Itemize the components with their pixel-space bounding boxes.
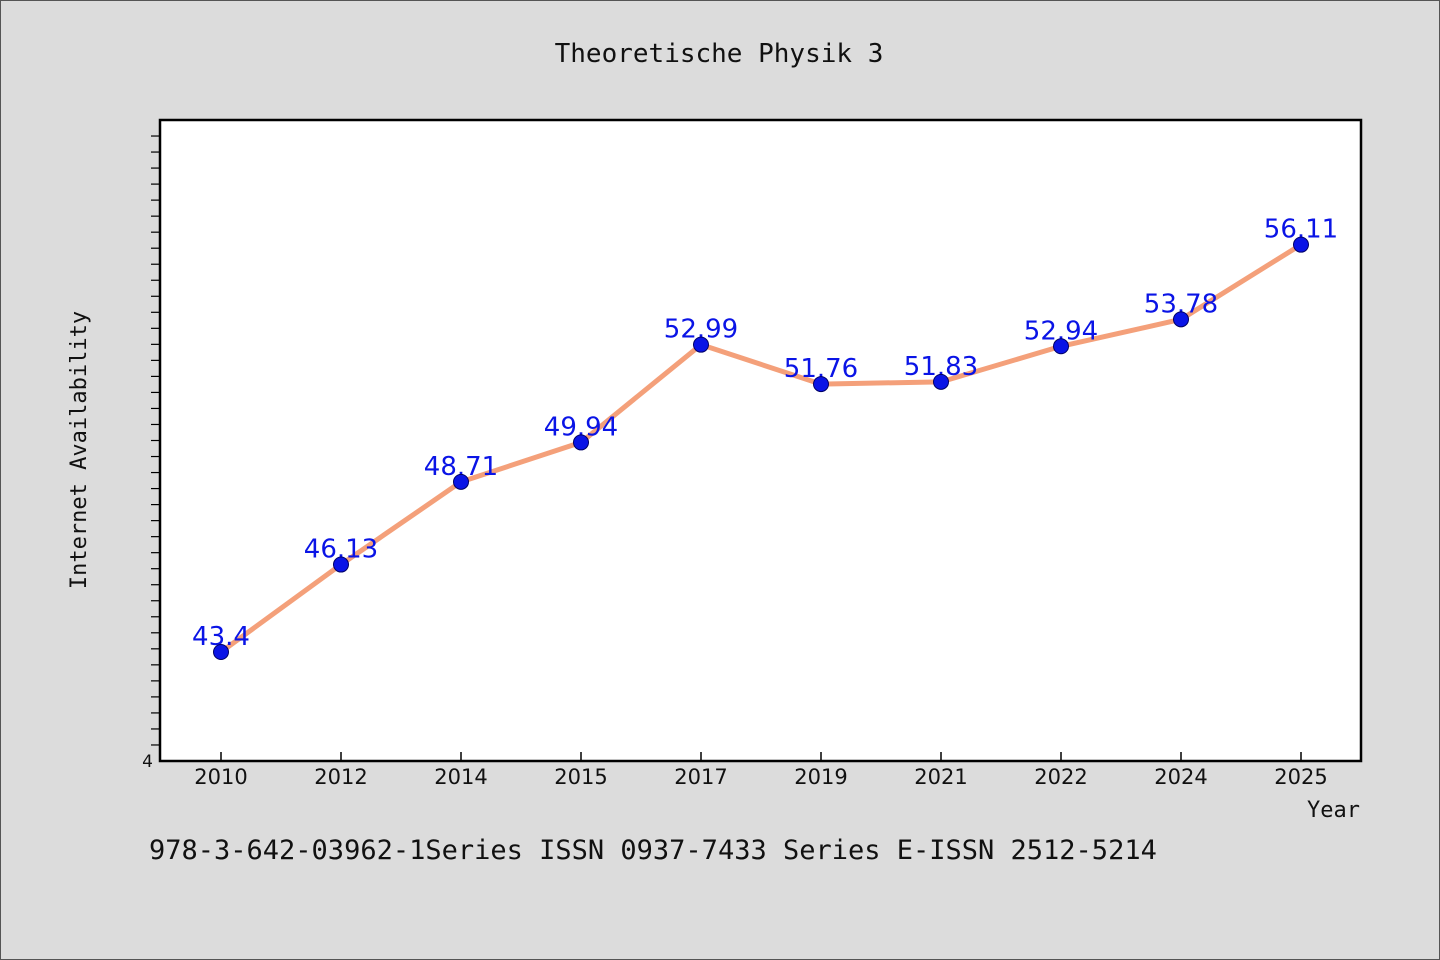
plot-area <box>158 118 1363 763</box>
x-tick-label: 2015 <box>554 765 607 789</box>
data-point-marker <box>453 473 469 490</box>
data-point-marker <box>1053 338 1069 355</box>
chart-title: Theoretische Physik 3 <box>555 39 884 69</box>
x-axis-tick-labels: 2010 2012 2014 2015 2017 2019 2021 2022 2024 2025 <box>194 765 1327 789</box>
x-tick-label: 2024 <box>1154 765 1207 789</box>
y-tick-label: 4 <box>142 752 153 772</box>
x-axis-label: Year <box>1307 798 1360 823</box>
data-point-marker <box>693 336 709 353</box>
data-point-marker <box>333 556 349 573</box>
data-point-marker <box>213 644 229 661</box>
x-tick-label: 2025 <box>1274 765 1327 789</box>
x-axis-ticks <box>220 752 1302 761</box>
x-tick-label: 2014 <box>434 765 487 789</box>
series-line-layer <box>218 242 1304 655</box>
x-tick-label: 2022 <box>1034 765 1087 789</box>
series-line <box>218 242 1304 655</box>
x-tick-label: 2010 <box>194 765 247 789</box>
data-point-marker <box>933 373 949 390</box>
x-tick-label: 2021 <box>914 765 967 789</box>
x-tick-label: 2012 <box>314 765 367 789</box>
x-tick-label: 2017 <box>674 765 727 789</box>
markers-layer <box>213 236 1309 661</box>
data-point-marker <box>813 376 829 393</box>
y-axis-label: Internet Availability <box>67 311 92 589</box>
x-tick-label: 2019 <box>794 765 847 789</box>
data-point-marker <box>1173 311 1189 328</box>
isbn-issn-footnote: 978-3-642-03962-1Series ISSN 0937-7433 S… <box>149 835 1157 866</box>
y-axis-ticks <box>151 135 160 746</box>
data-point-marker <box>573 434 589 451</box>
data-point-marker <box>1293 236 1309 253</box>
